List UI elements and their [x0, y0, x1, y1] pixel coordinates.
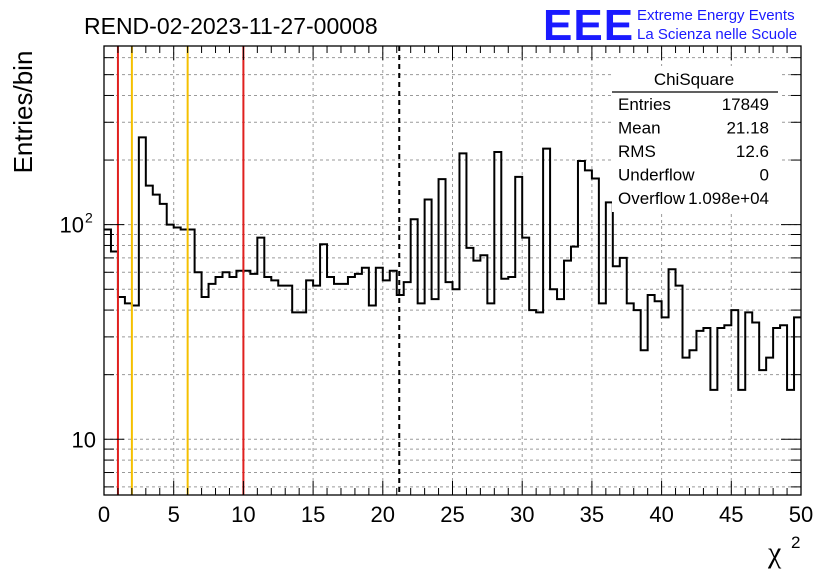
stats-row-label: Entries: [618, 95, 671, 114]
stats-row-value: 12.6: [736, 142, 769, 161]
x-tick-label: 15: [301, 502, 325, 527]
axis-ticks: [103, 46, 802, 495]
x-tick-label: 45: [719, 502, 743, 527]
x-axis-label: χ 2: [767, 533, 800, 569]
reference-lines: [116, 46, 401, 495]
x-tick-label: 0: [98, 502, 110, 527]
x-tick-label: 50: [789, 502, 813, 527]
stats-row-value: 21.18: [726, 119, 769, 138]
x-tick-label: 30: [510, 502, 534, 527]
svg-text:χ: χ: [767, 536, 782, 569]
y-tick-label: 10: [72, 427, 96, 452]
histogram: [104, 136, 801, 391]
stats-row-value: 17849: [722, 95, 769, 114]
stats-row-label: Overflow: [618, 189, 686, 208]
histogram-outline: [104, 136, 801, 391]
logo-line-2: La Scienza nelle Scuole: [637, 26, 797, 43]
logo-line-1: Extreme Energy Events: [637, 7, 795, 24]
grid: [104, 46, 801, 495]
logo-mark: EEE: [543, 1, 634, 50]
chart-title: REND-02-2023-11-27-00008: [84, 13, 378, 39]
logo: EEE Extreme Energy Events La Scienza nel…: [543, 1, 797, 50]
stats-row-label: Mean: [618, 119, 661, 138]
stats-row-label: Underflow: [618, 166, 695, 185]
y-tick-label-exponent: 2: [85, 210, 93, 226]
x-tick-label: 25: [440, 502, 464, 527]
svg-text:2: 2: [791, 533, 800, 552]
x-tick-label: 10: [231, 502, 255, 527]
stats-row-label: RMS: [618, 142, 656, 161]
x-tick-label: 35: [580, 502, 604, 527]
stats-box: ChiSquare Entries 17849 Mean 21.18 RMS 12.6 Un…: [612, 66, 780, 212]
y-axis-label: Entries/bin: [8, 51, 38, 174]
stats-title: ChiSquare: [654, 70, 734, 89]
stats-row-value: 0: [760, 166, 769, 185]
stats-row-value: 1.098e+04: [688, 189, 769, 208]
y-tick-label: 10: [60, 213, 84, 238]
x-tick-labels: 0 5 10 15 20 25 30 35 40 45 50: [98, 502, 813, 527]
stats-box-bg: [612, 66, 780, 212]
x-tick-label: 5: [168, 502, 180, 527]
x-tick-label: 40: [649, 502, 673, 527]
x-tick-label: 20: [371, 502, 395, 527]
